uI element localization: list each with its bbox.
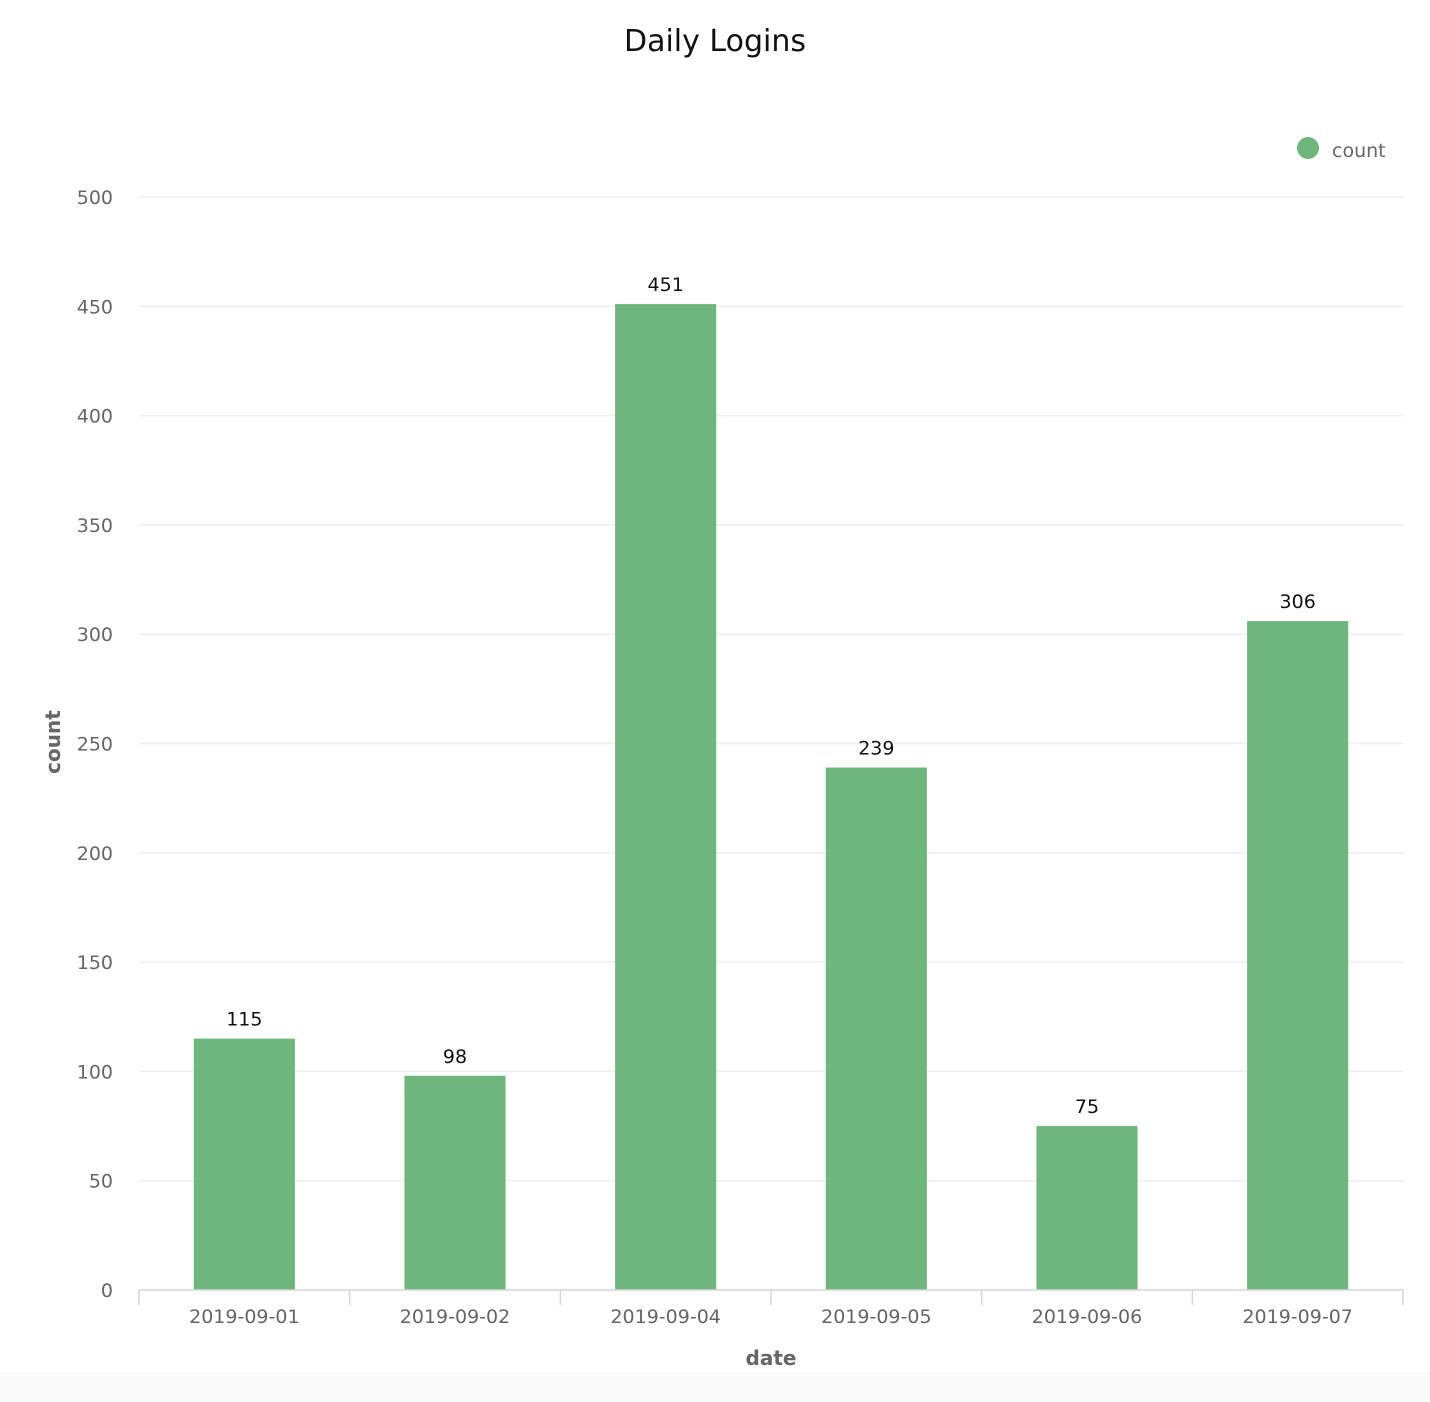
bar — [825, 767, 927, 1290]
bar — [193, 1038, 295, 1290]
y-tick-label: 200 — [77, 843, 113, 865]
y-tick-label: 450 — [77, 296, 113, 318]
bar — [615, 304, 717, 1290]
y-tick-label: 500 — [77, 187, 113, 209]
legend-label: count — [1332, 140, 1386, 162]
gridlines — [139, 196, 1403, 1182]
bar-value-label: 75 — [1075, 1096, 1099, 1118]
chart-title: Daily Logins — [623, 24, 806, 59]
data-labels: 115 98 451 239 75 306 — [226, 274, 1316, 1118]
y-tick-label: 100 — [77, 1061, 113, 1083]
y-tick-label: 0 — [101, 1280, 113, 1302]
legend-marker — [1297, 137, 1319, 159]
y-tick-label: 150 — [77, 952, 113, 974]
x-tick-label: 2019-09-06 — [1032, 1306, 1142, 1328]
bar — [1036, 1126, 1138, 1290]
y-axis-ticks: 0 50 100 150 200 250 300 350 400 450 500 — [77, 187, 113, 1302]
y-tick-label: 400 — [77, 406, 113, 428]
bar — [1247, 621, 1349, 1290]
bar — [404, 1075, 506, 1290]
bar-value-label: 115 — [226, 1009, 262, 1031]
x-tick-label: 2019-09-07 — [1242, 1306, 1352, 1328]
x-tick-label: 2019-09-05 — [821, 1306, 931, 1328]
legend: count — [1297, 137, 1386, 162]
y-tick-label: 300 — [77, 624, 113, 646]
x-tick-label: 2019-09-02 — [400, 1306, 510, 1328]
x-axis-title: date — [746, 1346, 797, 1370]
y-tick-label: 250 — [77, 734, 113, 756]
bars — [193, 304, 1349, 1290]
y-tick-label: 350 — [77, 515, 113, 537]
x-axis: 2019-09-01 2019-09-02 2019-09-04 2019-09-05… — [138, 1289, 1404, 1328]
bar-value-label: 451 — [648, 274, 684, 296]
x-tick-label: 2019-09-01 — [189, 1306, 299, 1328]
chart-card: Daily Logins 0 50 100 150 200 250 300 350 400 450… — [41, 24, 1404, 1370]
bar-value-label: 239 — [858, 738, 894, 760]
y-tick-label: 50 — [89, 1171, 113, 1193]
bar-value-label: 98 — [443, 1046, 467, 1068]
x-tick-label: 2019-09-04 — [610, 1306, 720, 1328]
y-axis-title: count — [41, 710, 65, 774]
bar-value-label: 306 — [1280, 591, 1316, 613]
